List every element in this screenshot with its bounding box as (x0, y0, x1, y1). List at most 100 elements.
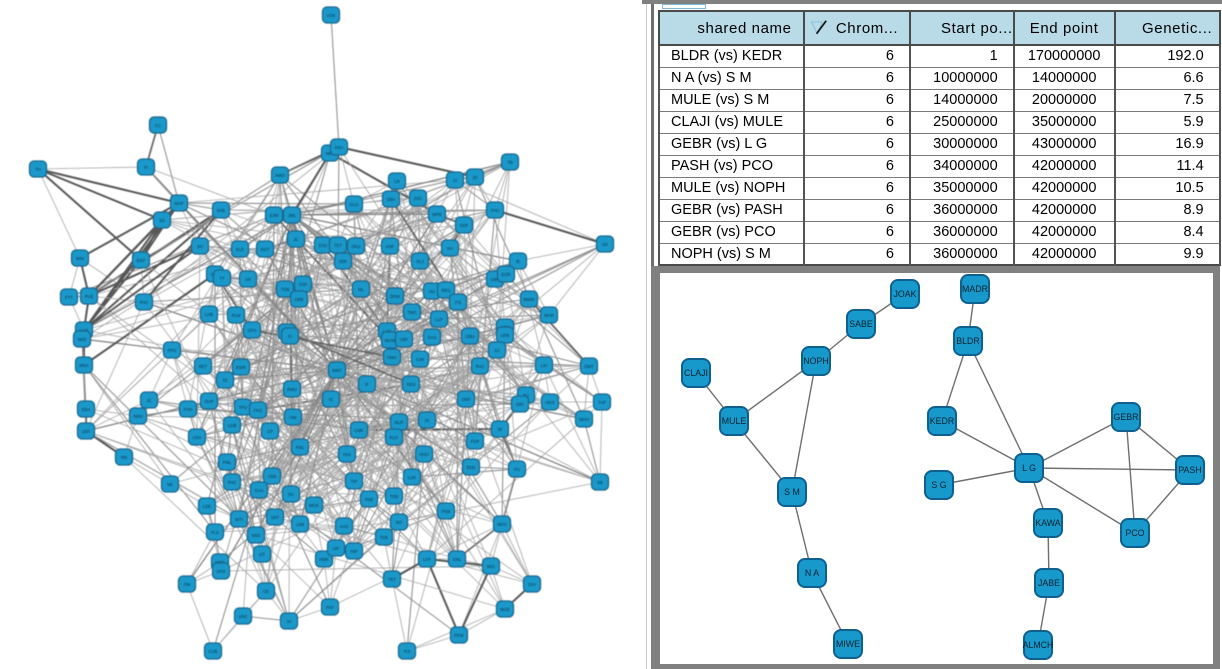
svg-text:RNL: RNL (296, 445, 305, 450)
svg-text:RO: RO (396, 520, 403, 525)
svg-text:SO: SO (197, 244, 204, 249)
svg-text:PPG: PPG (168, 348, 177, 353)
svg-text:TH: TH (35, 167, 41, 172)
svg-text:TET: TET (388, 577, 396, 582)
svg-text:HM: HM (290, 415, 297, 420)
svg-text:RMU: RMU (287, 387, 297, 392)
svg-text:PLB: PLB (85, 294, 93, 299)
svg-text:SF: SF (497, 427, 503, 432)
svg-text:MGE: MGE (500, 607, 510, 612)
svg-text:FKO: FKO (254, 408, 263, 413)
svg-text:FTT: FTT (65, 295, 73, 300)
svg-text:TAP: TAP (598, 400, 606, 405)
svg-text:WRE: WRE (432, 212, 442, 217)
svg-text:KAWA: KAWA (1035, 518, 1060, 528)
svg-text:PSB: PSB (442, 509, 451, 514)
svg-text:GAA: GAA (255, 488, 264, 493)
svg-text:JC: JC (293, 237, 298, 242)
svg-text:WNA: WNA (79, 363, 89, 368)
svg-text:L G: L G (1022, 463, 1036, 473)
svg-text:S G: S G (931, 480, 946, 490)
svg-text:UFB: UFB (501, 333, 510, 338)
svg-text:HHI: HHI (343, 452, 350, 457)
svg-text:SB: SB (597, 480, 603, 485)
svg-text:EDA: EDA (82, 407, 91, 412)
svg-text:UBF: UBF (400, 337, 409, 342)
svg-text:ITS: ITS (455, 300, 462, 305)
svg-text:ML: ML (358, 287, 364, 292)
svg-text:RAC: RAC (476, 364, 485, 369)
svg-text:LLP: LLP (435, 317, 443, 322)
svg-text:SHE: SHE (217, 208, 226, 213)
svg-text:TDK: TDK (380, 535, 389, 540)
svg-text:LR: LR (394, 179, 399, 184)
svg-text:JOAK: JOAK (894, 289, 917, 299)
svg-text:LMH: LMH (491, 277, 500, 282)
svg-text:UUB: UUB (228, 423, 237, 428)
svg-text:RLM: RLM (232, 313, 241, 318)
svg-text:PML: PML (223, 460, 232, 465)
svg-text:WNI: WNI (76, 256, 84, 261)
svg-text:PCO: PCO (1125, 528, 1144, 538)
svg-text:WHH: WHH (579, 417, 589, 422)
svg-text:SDF: SDF (339, 259, 348, 264)
svg-text:PU: PU (514, 467, 520, 472)
svg-text:FGP: FGP (471, 439, 480, 444)
svg-text:NKA: NKA (326, 151, 335, 156)
svg-text:SSC: SSC (414, 196, 423, 201)
svg-text:MFO: MFO (497, 522, 507, 527)
svg-text:WTI: WTI (235, 517, 243, 522)
svg-text:NSS: NSS (252, 533, 261, 538)
svg-text:LUK: LUK (408, 475, 416, 480)
svg-text:MMT: MMT (332, 368, 342, 373)
svg-text:TET: TET (334, 243, 342, 248)
svg-text:N A: N A (805, 568, 819, 578)
svg-text:ALMCH: ALMCH (1023, 640, 1054, 650)
svg-text:USN: USN (268, 474, 277, 479)
svg-text:IE: IE (516, 259, 520, 264)
svg-text:AR: AR (245, 277, 251, 282)
svg-text:NMO: NMO (275, 173, 286, 178)
svg-text:TIP: TIP (351, 479, 358, 484)
svg-text:GNL: GNL (453, 557, 462, 562)
svg-text:FHU: FHU (491, 208, 500, 213)
svg-text:FHN: FHN (184, 407, 193, 412)
svg-text:GBU: GBU (465, 334, 474, 339)
svg-text:FLS: FLS (211, 530, 219, 535)
svg-text:EDD: EDD (467, 465, 476, 470)
svg-text:MULE: MULE (722, 416, 747, 426)
svg-text:TT: TT (219, 276, 225, 281)
svg-text:JJ: JJ (453, 178, 457, 183)
svg-text:GEBR: GEBR (1114, 412, 1139, 422)
svg-text:MAP: MAP (174, 201, 183, 206)
svg-text:USA: USA (193, 435, 202, 440)
svg-text:DRI: DRI (516, 402, 523, 407)
svg-text:JC: JC (146, 398, 151, 403)
svg-text:KLE: KLE (236, 247, 244, 252)
svg-text:TWC: TWC (407, 310, 417, 315)
svg-text:BET: BET (199, 364, 208, 369)
svg-text:NKD: NKD (78, 337, 87, 342)
svg-text:RDS: RDS (407, 382, 416, 387)
svg-text:CC: CC (155, 123, 161, 128)
svg-text:OMT: OMT (584, 364, 594, 369)
svg-text:OBB: OBB (295, 297, 304, 302)
svg-text:IJT: IJT (259, 552, 265, 557)
svg-text:OFD: OFD (217, 569, 226, 574)
svg-text:GK: GK (602, 242, 608, 247)
svg-text:CMK: CMK (354, 428, 364, 433)
svg-text:RA: RA (288, 492, 294, 497)
svg-text:SJ: SJ (495, 348, 500, 353)
svg-text:TB: TB (507, 160, 513, 165)
svg-text:MWM: MWM (524, 297, 535, 302)
svg-text:IH: IH (425, 418, 429, 423)
svg-text:NOPH: NOPH (803, 356, 828, 366)
svg-text:LFP: LFP (423, 557, 431, 562)
svg-text:PHC: PHC (140, 300, 149, 305)
svg-text:OLJ: OLJ (416, 259, 424, 264)
svg-text:OFH: OFH (248, 328, 257, 333)
svg-text:S M: S M (784, 487, 800, 497)
svg-text:TGB: TGB (281, 287, 290, 292)
svg-text:WGK: WGK (309, 503, 319, 508)
svg-text:UIM: UIM (296, 522, 304, 527)
